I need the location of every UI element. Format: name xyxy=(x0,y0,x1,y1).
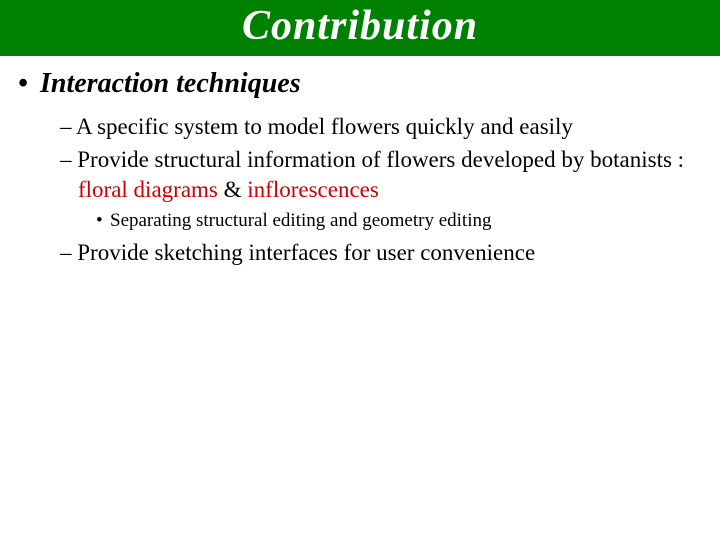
sub-list-item: •Separating structural editing and geome… xyxy=(96,210,702,232)
amp-text: & xyxy=(218,177,247,202)
highlight-text: floral diagrams xyxy=(78,177,218,202)
heading-level1: •Interaction techniques xyxy=(18,68,702,100)
item-text: A specific system to model flowers quick… xyxy=(76,114,573,139)
list-item: – Provide structural information of flow… xyxy=(60,145,702,204)
item-prefix: Provide structural information of flower… xyxy=(77,147,684,172)
list-item: – Provide sketching interfaces for user … xyxy=(60,238,702,267)
slide-content: •Interaction techniques – A specific sys… xyxy=(0,56,720,268)
title-bar: Contribution xyxy=(0,0,720,56)
bullet-icon: • xyxy=(18,68,40,100)
dash-icon: – xyxy=(60,114,72,139)
heading-text: Interaction techniques xyxy=(40,68,301,99)
bullet-icon: • xyxy=(96,210,110,232)
highlight-text: inflorescences xyxy=(247,177,379,202)
item-text: Provide sketching interfaces for user co… xyxy=(77,240,535,265)
dash-icon: – xyxy=(60,147,72,172)
sub-item-text: Separating structural editing and geomet… xyxy=(110,210,491,231)
dash-icon: – xyxy=(60,240,72,265)
slide-title: Contribution xyxy=(242,3,478,49)
list-item: – A specific system to model flowers qui… xyxy=(60,112,702,141)
